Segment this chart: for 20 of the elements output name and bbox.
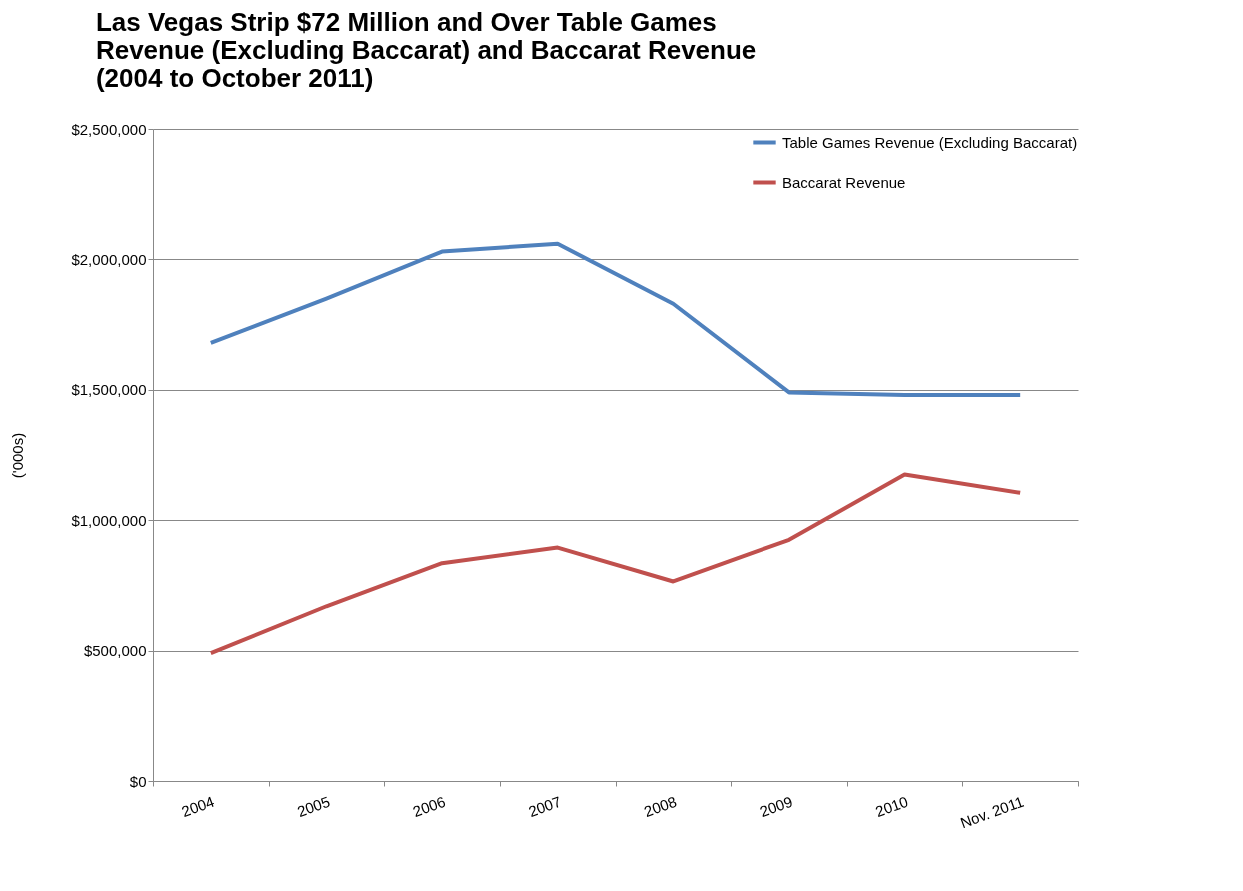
chart-title: Las Vegas Strip $72 Million and Over Table Games Revenue (Excluding Baccarat) and Baccarat Revenue (2004 to October 2011) [95, 7, 757, 93]
y-tick-label: $500,000 [83, 642, 147, 660]
y-tick-label: $1,500,000 [71, 381, 147, 399]
x-tick-label: 2005 [294, 792, 333, 821]
x-tick-label: 2008 [641, 792, 679, 821]
x-tick-label: 2009 [757, 792, 795, 821]
x-tick-label: 2004 [179, 792, 217, 821]
y-tick-label: $1,000,000 [71, 511, 147, 529]
y-tick-label: $2,000,000 [71, 250, 147, 268]
y-tick-label: $2,500,000 [71, 120, 147, 138]
x-tick-label: 2006 [410, 792, 448, 821]
y-axis-title: ('000s) [9, 432, 27, 479]
line-series [208, 472, 1023, 656]
line-series [208, 241, 1023, 398]
x-tick-label: Nov. 2011 [957, 792, 1026, 832]
x-tick-label: 2007 [526, 792, 564, 821]
legend-label: Baccarat Revenue [782, 173, 906, 191]
y-tick-label: $0 [129, 772, 147, 790]
legend-label: Table Games Revenue (Excluding Baccarat) [782, 133, 1078, 151]
x-tick-label: 2010 [873, 792, 911, 821]
